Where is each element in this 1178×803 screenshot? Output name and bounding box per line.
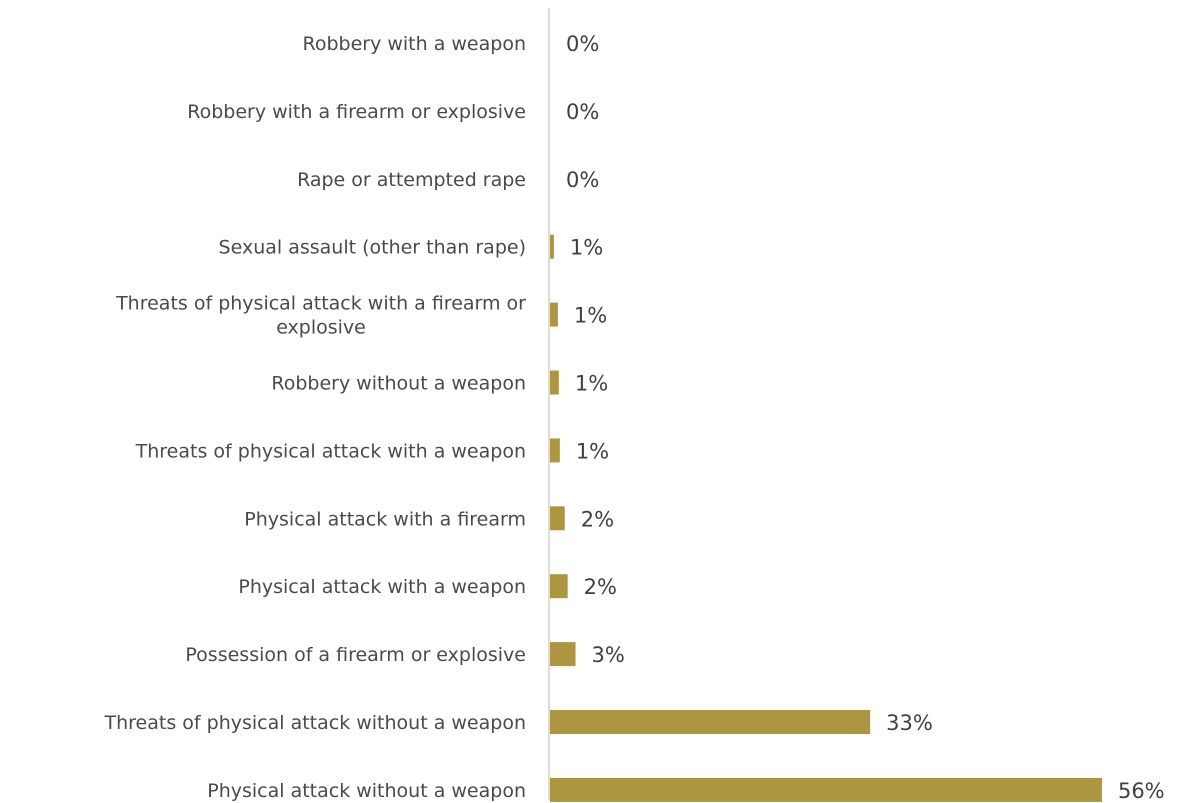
- bar: [550, 710, 871, 734]
- category-label: Physical attack without a weapon: [207, 780, 526, 802]
- value-label: 1%: [576, 439, 609, 463]
- bar: [550, 302, 558, 327]
- bar: [550, 234, 554, 259]
- value-label: 0%: [566, 100, 599, 124]
- value-label: 1%: [574, 304, 607, 328]
- value-label: 2%: [584, 575, 617, 599]
- category-label: Robbery with a firearm or explosive: [187, 101, 526, 123]
- category-label: Physical attack with a firearm: [244, 508, 526, 530]
- value-label: 1%: [575, 372, 608, 396]
- value-label: 2%: [581, 507, 614, 531]
- bar: [550, 642, 576, 667]
- bar: [550, 777, 1102, 802]
- value-labels-group: 0% 0% 0% 1% 1% 1% 1% 2% 2% 3% 33% 56%: [566, 32, 1165, 803]
- value-label: 33%: [886, 711, 933, 735]
- bar: [550, 438, 560, 463]
- value-label: 56%: [1118, 779, 1165, 803]
- category-label: Threats of physical attack with a weapon: [135, 440, 526, 462]
- value-label: 1%: [570, 236, 603, 260]
- category-label: Robbery without a weapon: [271, 373, 526, 395]
- category-label: Threats of physical attack with a firear…: [115, 293, 526, 339]
- category-label: Threats of physical attack without a wea…: [104, 712, 526, 734]
- category-label: Possession of a firearm or explosive: [185, 644, 526, 666]
- value-label: 3%: [592, 643, 625, 667]
- category-label: Sexual assault (other than rape): [219, 237, 526, 259]
- category-label: Rape or attempted rape: [297, 169, 526, 191]
- bar: [550, 506, 565, 531]
- bars-group: [550, 234, 1102, 802]
- category-labels-group: Robbery with a weapon Robbery with a fire…: [104, 33, 527, 802]
- value-label: 0%: [566, 32, 599, 56]
- category-label: Physical attack with a weapon: [238, 576, 526, 598]
- bar: [550, 574, 568, 599]
- bar: [550, 370, 559, 395]
- value-label: 0%: [566, 168, 599, 192]
- category-label: Robbery with a weapon: [302, 33, 526, 55]
